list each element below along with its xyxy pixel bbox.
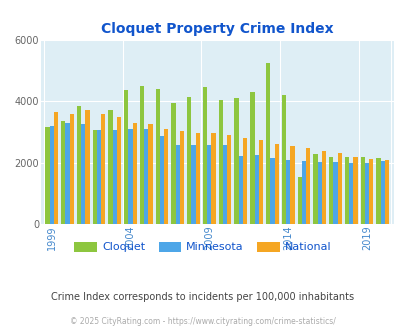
Bar [333,162,337,224]
Bar [53,112,58,224]
Bar [160,136,164,224]
Bar [286,160,290,224]
Bar [179,131,184,224]
Bar [344,157,348,224]
Bar [128,129,132,224]
Bar [368,159,373,224]
Bar [317,162,321,224]
Bar [360,157,364,224]
Bar [65,123,69,224]
Bar [61,121,65,224]
Bar [281,95,286,224]
Bar [305,148,309,224]
Bar [69,114,74,224]
Bar [297,177,301,224]
Bar [290,147,294,224]
Bar [85,111,90,224]
Title: Cloquet Property Crime Index: Cloquet Property Crime Index [101,22,333,36]
Bar [117,116,121,224]
Text: © 2025 CityRating.com - https://www.cityrating.com/crime-statistics/: © 2025 CityRating.com - https://www.city… [70,317,335,326]
Bar [222,145,227,224]
Legend: Cloquet, Minnesota, National: Cloquet, Minnesota, National [70,237,335,257]
Bar [375,158,380,224]
Bar [92,130,96,224]
Bar [265,63,270,224]
Bar [108,111,112,224]
Bar [96,130,101,224]
Bar [227,135,231,224]
Bar [337,153,341,224]
Bar [124,90,128,224]
Text: Crime Index corresponds to incidents per 100,000 inhabitants: Crime Index corresponds to incidents per… [51,292,354,302]
Bar [195,133,199,224]
Bar [144,129,148,224]
Bar [202,87,207,224]
Bar [380,161,384,224]
Bar [211,133,215,224]
Bar [328,157,333,224]
Bar [258,140,262,224]
Bar [243,138,247,224]
Bar [384,160,388,224]
Bar [112,130,117,224]
Bar [164,129,168,224]
Bar [274,144,278,224]
Bar [187,97,191,224]
Bar [45,127,49,224]
Bar [270,157,274,224]
Bar [139,86,144,224]
Bar [254,155,258,224]
Bar [191,145,195,224]
Bar [313,153,317,224]
Bar [49,126,53,224]
Bar [101,114,105,224]
Bar [249,92,254,224]
Bar [207,145,211,224]
Bar [148,124,152,224]
Bar [218,100,222,224]
Bar [77,106,81,224]
Bar [175,145,179,224]
Bar [171,103,175,224]
Bar [234,98,238,224]
Bar [352,157,357,224]
Bar [155,89,160,224]
Bar [81,124,85,224]
Bar [238,156,243,224]
Bar [321,151,325,224]
Bar [132,123,136,224]
Bar [348,163,352,224]
Bar [364,163,368,224]
Bar [301,161,305,224]
